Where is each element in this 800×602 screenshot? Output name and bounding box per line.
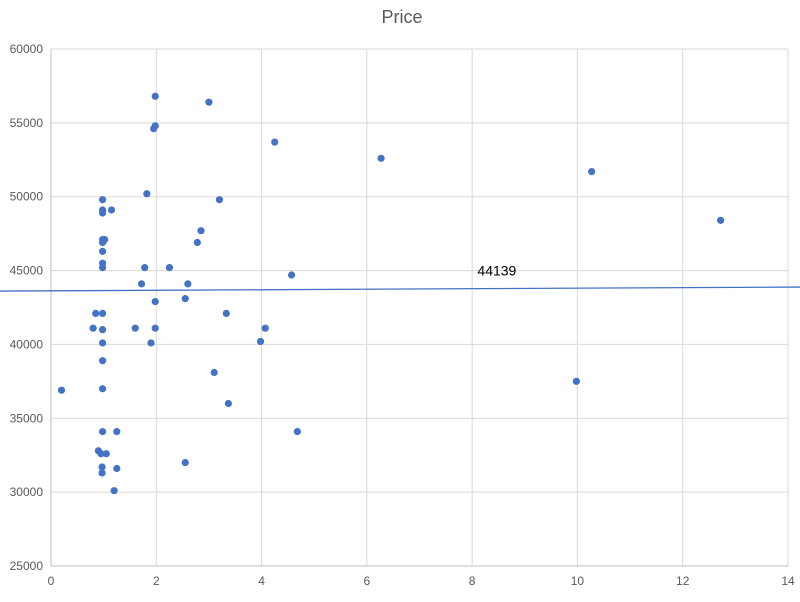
x-tick-label: 2 <box>153 574 160 588</box>
data-point <box>151 122 159 130</box>
data-point <box>224 399 233 408</box>
data-point <box>97 450 105 458</box>
annotations: 44139 <box>477 262 516 278</box>
trendline-layer <box>0 286 800 292</box>
data-point <box>98 469 106 477</box>
data-point <box>588 168 596 176</box>
data-point <box>256 337 265 346</box>
data-point <box>717 216 725 224</box>
data-point <box>210 368 218 377</box>
data-point <box>98 357 107 365</box>
x-tick-label: 14 <box>781 574 795 588</box>
y-tick-label: 25000 <box>10 559 44 573</box>
x-tick-label: 12 <box>676 574 690 588</box>
x-tick-label: 0 <box>48 574 55 588</box>
y-tick-label: 60000 <box>10 42 44 56</box>
data-point <box>181 459 189 467</box>
x-tick-label: 6 <box>364 574 371 588</box>
data-point <box>98 309 107 318</box>
y-tick-label: 30000 <box>10 485 44 499</box>
data-point <box>197 227 205 235</box>
data-point <box>98 206 107 214</box>
data-point <box>184 280 192 288</box>
y-tick-label: 50000 <box>10 190 44 204</box>
data-point <box>98 385 107 393</box>
data-point <box>205 98 213 106</box>
data-point <box>98 326 107 334</box>
gridlines <box>50 48 789 567</box>
data-point <box>143 190 151 198</box>
x-tick-label: 10 <box>571 574 585 588</box>
data-point <box>151 297 159 306</box>
data-point <box>215 196 224 204</box>
trend-value-label: 44139 <box>477 262 516 278</box>
data-point <box>377 154 385 162</box>
data-point <box>151 92 159 100</box>
x-tick-label: 8 <box>469 574 476 588</box>
data-point <box>287 271 296 279</box>
data-point <box>113 464 121 473</box>
data-point <box>101 235 109 244</box>
y-tick-label: 45000 <box>10 264 44 278</box>
data-point <box>181 295 189 303</box>
data-point <box>113 427 121 436</box>
data-point <box>98 259 107 267</box>
data-point <box>110 487 118 495</box>
y-tick-label: 55000 <box>10 116 44 130</box>
data-point <box>165 264 174 272</box>
data-point <box>572 377 580 385</box>
axes <box>50 49 788 567</box>
data-point <box>141 264 149 272</box>
x-tick-label: 4 <box>258 574 265 588</box>
y-tick-label: 35000 <box>10 411 44 425</box>
tick-labels: 25000 30000 35000 40000 45000 50000 55000 60000… <box>10 42 795 588</box>
data-point <box>107 206 116 214</box>
data-point <box>98 247 107 255</box>
trendline <box>0 286 800 292</box>
data-point <box>137 280 146 288</box>
data-point <box>98 339 107 347</box>
data-point <box>261 324 269 332</box>
data-point <box>147 339 155 347</box>
y-tick-label: 40000 <box>10 337 44 351</box>
data-point <box>293 427 301 436</box>
data-point <box>151 324 159 332</box>
chart-title: Price <box>381 7 422 27</box>
data-point <box>89 324 97 332</box>
data-point <box>271 138 279 146</box>
data-point <box>102 450 110 458</box>
data-point <box>193 238 201 247</box>
data-point <box>98 427 107 436</box>
data-point <box>98 463 106 471</box>
data-point <box>131 324 139 332</box>
data-point <box>92 309 100 318</box>
data-point <box>222 309 230 318</box>
data-points <box>57 92 725 495</box>
data-point <box>57 386 66 394</box>
data-point <box>98 196 107 204</box>
